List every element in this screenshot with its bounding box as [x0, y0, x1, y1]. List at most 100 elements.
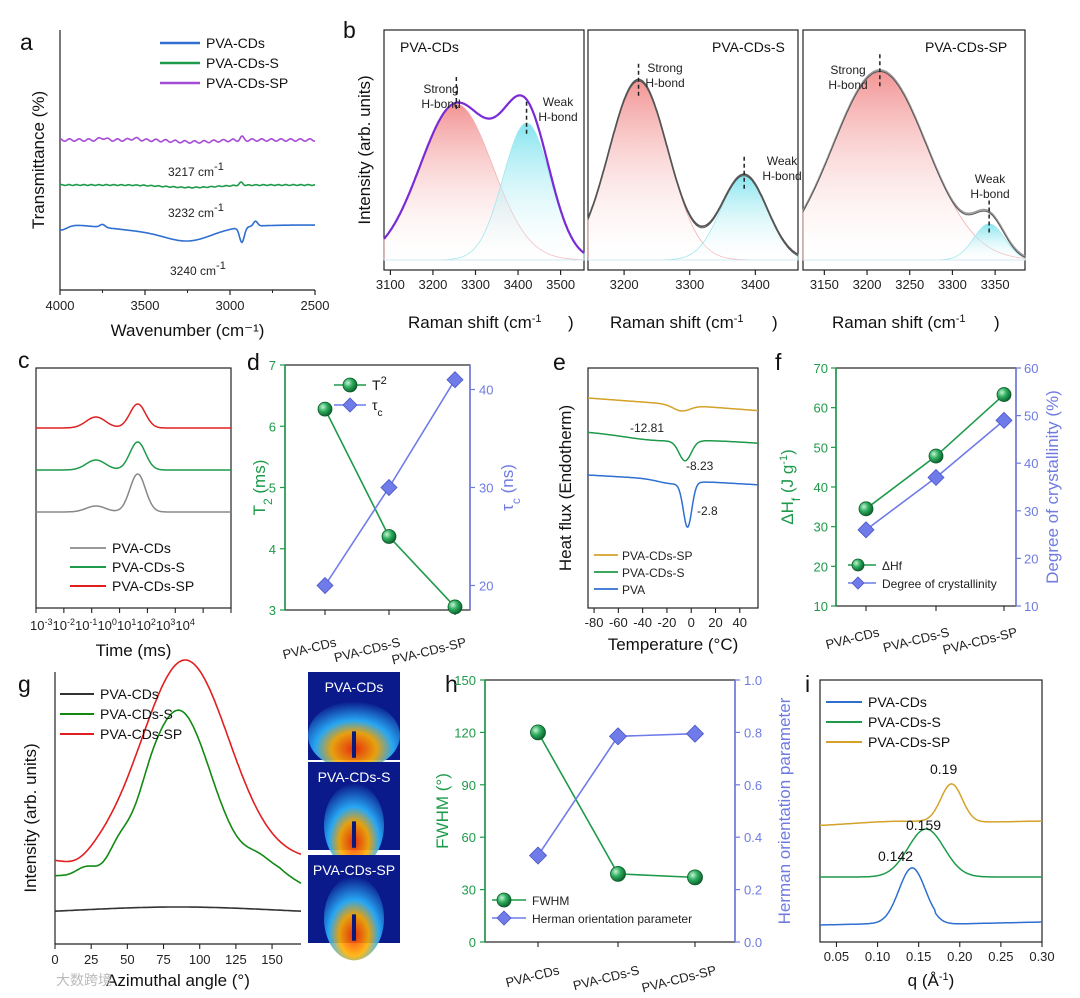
- series-line-pva-cds-sp: [59, 135, 316, 144]
- annotation-strong: H-bond: [828, 78, 867, 92]
- image-label: PVA-CDs: [325, 679, 384, 695]
- y2-tick-label: 60: [1024, 361, 1038, 376]
- y-tick-label: 3: [269, 603, 276, 618]
- legend-marker: [342, 377, 358, 393]
- x-tick-label: 0.10: [865, 949, 890, 964]
- x-axis-label-close: ): [994, 313, 1000, 332]
- marker-herman: [528, 846, 548, 865]
- series-line-pva-cds: [36, 473, 231, 513]
- x-tick-label: -80: [585, 615, 604, 630]
- x-tick-label: 3150: [810, 277, 839, 292]
- panel-title: PVA-CDs-S: [712, 39, 785, 55]
- marker-fwhm: [530, 724, 546, 741]
- x-tick-label: 4000: [46, 298, 75, 313]
- raman-frame: [587, 29, 799, 271]
- y-tick-label: 70: [814, 361, 828, 376]
- series-line-pva-cds-s: [820, 828, 1042, 878]
- panel-label-a: a: [20, 29, 33, 55]
- x-tick-label: 150: [261, 952, 283, 967]
- raman-frame: [383, 29, 585, 271]
- measured-data: [587, 80, 799, 257]
- x-tick-label: 3500: [546, 277, 575, 292]
- series-line-pva-cds-sp: [36, 403, 231, 429]
- x-tick-label: 3300: [938, 277, 967, 292]
- y2-tick-label: 1.0: [744, 673, 762, 688]
- annotation-weak: H-bond: [970, 187, 1009, 201]
- marker-herman: [608, 727, 628, 746]
- panel-label-i: i: [805, 671, 810, 697]
- annotation-peak: -12.81: [630, 421, 664, 435]
- beamstop: [352, 914, 356, 941]
- annotation-3217: 3217 cm-1: [168, 161, 224, 179]
- x-tick-label: 100: [189, 952, 211, 967]
- legend-entry: PVA-CDs-SP: [100, 726, 182, 742]
- panel-label-h: h: [445, 671, 458, 697]
- legend-marker: [496, 892, 512, 908]
- category-label: PVA-CDs-SP: [390, 634, 468, 667]
- annotation-weak: Weak: [767, 154, 798, 168]
- series-line-pva-cds: [54, 906, 302, 912]
- category-label: PVA-CDs: [824, 624, 881, 652]
- y-tick-label: 50: [814, 440, 828, 455]
- y2-tick-label: 0.8: [744, 725, 762, 740]
- series-line-pva-cds-s: [588, 431, 758, 462]
- series-line-pva-cds-sp: [820, 783, 1042, 827]
- y2-tick-label: 10: [1024, 599, 1038, 614]
- y-axis-label: Intensity (arb. units): [355, 75, 374, 224]
- marker-fwhm: [610, 865, 626, 882]
- x-tick-label: 3200: [418, 277, 447, 292]
- marker-tauc: [316, 576, 334, 595]
- legend-entry: PVA-CDs-S: [868, 714, 941, 730]
- legend-entry: PVA-CDs-SP: [206, 75, 288, 91]
- x-tick-label: 3400: [504, 277, 533, 292]
- annotation-peak: -8.23: [686, 459, 714, 473]
- x-tick-label: 0.20: [947, 949, 972, 964]
- legend-entry: PVA-CDs-S: [622, 566, 684, 580]
- x-tick-label: 0: [51, 952, 58, 967]
- legend-entry: ΔHf: [882, 559, 903, 573]
- annotation-peak: 0.19: [930, 761, 957, 777]
- marker-crystallinity: [927, 468, 945, 487]
- y-tick-label: 20: [814, 559, 828, 574]
- y2-axis-label: Herman orientation parameter: [775, 697, 794, 924]
- marker-t2: [447, 599, 463, 615]
- legend-entry: PVA: [622, 583, 645, 597]
- x-tick-label: 75: [156, 952, 170, 967]
- x-tick-label: 125: [225, 952, 247, 967]
- annotation-strong: H-bond: [645, 76, 684, 90]
- fit-envelope: [802, 69, 1026, 257]
- x-axis-label-close: ): [568, 313, 574, 332]
- legend-marker: [851, 558, 865, 572]
- series-line-fwhm: [537, 732, 696, 879]
- legend-entry: PVA-CDs: [206, 35, 265, 51]
- category-label: PVA-CDs-SP: [640, 962, 718, 995]
- y2-axis-label: τc (ns): [498, 464, 523, 511]
- y-tick-label: 90: [462, 778, 476, 793]
- category-label: PVA-CDs-SP: [941, 624, 1019, 657]
- marker-dhf: [928, 448, 944, 464]
- x-tick-label: 3250: [895, 277, 924, 292]
- x-tick-label: 0.15: [906, 949, 931, 964]
- annotation-strong: Strong: [830, 63, 865, 77]
- x-tick-label: 0.05: [824, 949, 849, 964]
- marker-fwhm: [687, 869, 703, 886]
- annotation-peak: 0.159: [906, 817, 941, 833]
- series-line-pva-cds: [60, 220, 315, 244]
- x-tick-label: -40: [633, 615, 652, 630]
- y-tick-label: 60: [814, 401, 828, 416]
- legend-entry: PVA-CDs-S: [100, 706, 173, 722]
- y2-tick-label: 50: [1024, 409, 1038, 424]
- marker-crystallinity: [995, 411, 1013, 429]
- x-axis-label: Raman shift (cm-1: [832, 313, 966, 332]
- y-tick-label: 6: [269, 419, 276, 434]
- image-label: PVA-CDs-SP: [313, 862, 395, 878]
- legend-entry: PVA-CDs-S: [112, 559, 185, 575]
- legend-marker: [851, 576, 865, 590]
- y-tick-label: 30: [814, 520, 828, 535]
- y-tick-label: 0: [469, 935, 476, 950]
- y-tick-label: 30: [462, 883, 476, 898]
- x-tick-label: 2500: [301, 298, 330, 313]
- annotation-strong: Strong: [423, 82, 458, 96]
- y-tick-label: 40: [814, 480, 828, 495]
